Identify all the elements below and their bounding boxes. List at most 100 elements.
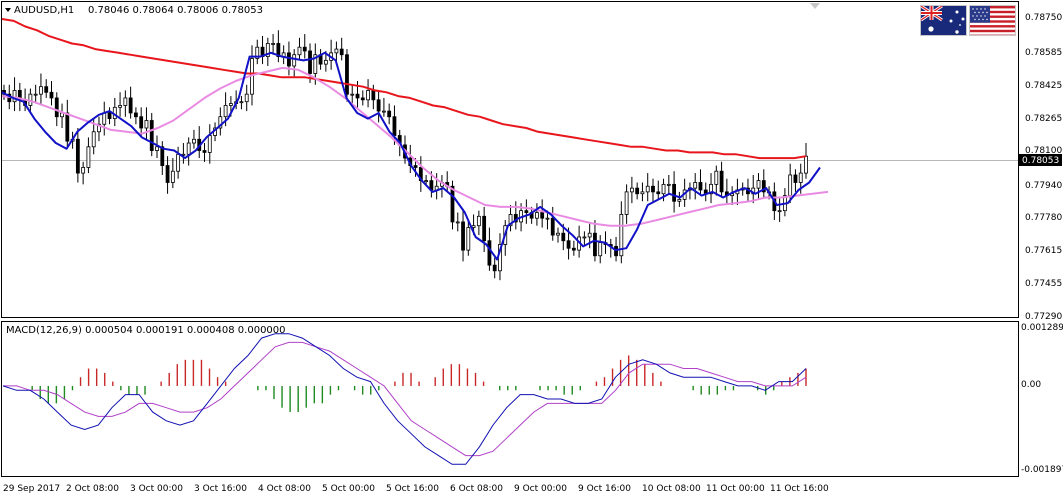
x-tick-label: 3 Oct 00:00 <box>130 484 183 494</box>
candle-body <box>461 221 465 251</box>
macd-y-tick-label: 0.001289 <box>1021 323 1063 333</box>
candle-body <box>276 43 281 58</box>
x-tick-label: 29 Sep 2017 <box>3 484 60 494</box>
candle-body <box>598 242 603 257</box>
candle-body <box>645 185 650 193</box>
x-tick-label: 9 Oct 00:00 <box>514 484 567 494</box>
scroll-marker-icon[interactable] <box>810 3 820 9</box>
x-tick-label: 9 Oct 16:00 <box>578 484 631 494</box>
candle-body <box>302 46 307 52</box>
candle-body <box>149 120 154 151</box>
candle-body <box>297 46 302 56</box>
candle-body <box>566 240 571 249</box>
candle-body <box>550 217 555 236</box>
symbol-timeframe-label: AUDUSD,H1 <box>14 5 74 16</box>
y-tick-label: 0.78425 <box>1025 81 1062 91</box>
candle-body <box>492 264 497 272</box>
candle-body <box>381 110 386 113</box>
current-price-tag <box>1019 154 1062 166</box>
candle-body <box>255 46 260 59</box>
candle-body <box>476 215 481 227</box>
y-tick-label: 0.77455 <box>1025 279 1062 289</box>
candle-body <box>466 227 471 251</box>
candle-body <box>292 54 297 67</box>
candle-body <box>334 48 339 54</box>
macd-indicator-label: MACD(12,26,9) 0.000504 0.000191 0.000408… <box>6 325 286 336</box>
candle-body <box>714 170 719 185</box>
y-tick-label: 0.78585 <box>1025 48 1062 58</box>
candle-body <box>97 123 101 133</box>
candle-body <box>777 210 782 213</box>
candle-body <box>376 99 381 112</box>
candle-body <box>118 105 122 108</box>
candle-body <box>155 146 159 151</box>
candle-body <box>455 221 460 224</box>
candle-body <box>698 182 703 191</box>
candle-body <box>471 225 476 228</box>
candle-body <box>186 142 191 155</box>
candle-body <box>413 165 418 168</box>
candle-body <box>651 185 655 193</box>
x-tick-label: 5 Oct 00:00 <box>322 484 375 494</box>
candle-body <box>360 97 365 101</box>
candle-body <box>366 90 370 101</box>
candle-body <box>202 150 207 153</box>
candle-body <box>392 116 397 136</box>
candle-body <box>12 90 17 103</box>
ma-slow-line <box>1 18 807 160</box>
candle-body <box>693 182 698 189</box>
macd-lines-layer <box>2 333 807 465</box>
candle-body <box>244 93 249 103</box>
x-tick-label: 5 Oct 16:00 <box>386 484 439 494</box>
candle-body <box>561 232 566 242</box>
candle-body <box>524 210 529 213</box>
macd-axis: 0.001289 0.00 -0.001897 <box>1021 323 1063 475</box>
candle-body <box>102 112 107 125</box>
candle-body <box>640 191 645 195</box>
candle-body <box>49 91 54 99</box>
candle-body <box>144 120 149 129</box>
candle-body <box>487 240 492 266</box>
candle-body <box>75 138 80 174</box>
candle-body <box>228 103 233 106</box>
candle-body <box>756 180 761 189</box>
candle-body <box>624 191 629 215</box>
candle-body <box>350 93 355 96</box>
x-tick-label: 6 Oct 08:00 <box>450 484 503 494</box>
candle-body <box>371 90 376 101</box>
candle-body <box>218 116 223 129</box>
candle-body <box>593 232 597 257</box>
y-tick-label: 0.77615 <box>1025 246 1062 256</box>
macd-signal-line <box>3 341 807 457</box>
collapse-triangle-icon[interactable] <box>5 8 11 12</box>
candle-body <box>323 59 328 65</box>
macd-histogram-layer <box>31 355 807 413</box>
candle-body <box>65 112 70 142</box>
x-tick-label: 11 Oct 16:00 <box>770 484 829 494</box>
candle-body <box>614 245 618 257</box>
candle-body <box>666 183 671 186</box>
candle-body <box>540 212 545 219</box>
candle-body <box>619 214 624 257</box>
candle-body <box>535 212 539 219</box>
candle-body <box>134 112 138 118</box>
candle-body <box>556 232 560 236</box>
candle-body <box>192 138 196 144</box>
candle-body <box>44 86 49 93</box>
australia-flag-icon <box>920 5 967 36</box>
y-tick-label: 0.77940 <box>1025 181 1062 191</box>
candle-body <box>165 165 170 183</box>
candle-body <box>788 174 793 197</box>
ohlc-readout: 0.78046 0.78064 0.78006 0.78053 <box>88 5 263 16</box>
moving-averages-layer <box>1 18 829 261</box>
candle-body <box>176 153 181 172</box>
price-axis: 0.78750 0.78585 0.78425 0.78265 0.78100 … <box>1025 13 1062 322</box>
macd-pane-frame <box>1 321 1019 477</box>
candle-body <box>672 183 676 202</box>
candle-body <box>719 170 724 193</box>
candle-body <box>287 52 291 67</box>
usa-flag-icon <box>969 5 1016 36</box>
candle-body <box>345 54 349 95</box>
